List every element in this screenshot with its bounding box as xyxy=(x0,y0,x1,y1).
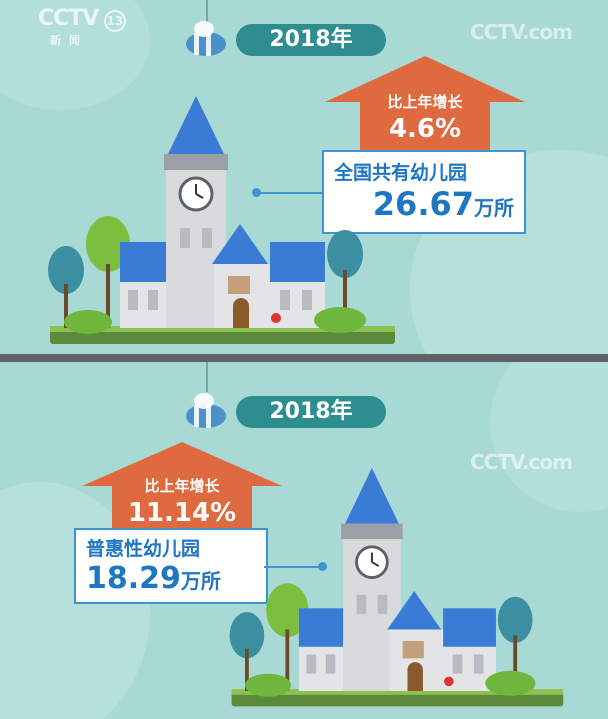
cctv-logo: CCTV 13 新闻 xyxy=(38,6,128,48)
cctv-logo-subtitle: 新闻 xyxy=(50,33,88,47)
growth-value: 11.14% xyxy=(127,498,237,528)
growth-arrow: 比上年增长 11.14% xyxy=(82,442,282,534)
kindergarten-description: 全国共有幼儿园 xyxy=(334,162,468,184)
bee-icon xyxy=(186,393,226,428)
panel-divider xyxy=(0,354,608,362)
inclusive-kindergarten-count-box: 普惠性幼儿园 18.29万所 xyxy=(74,528,268,604)
bee-icon xyxy=(186,21,226,56)
infographic-panel-kindergartens: CCTV 13 新闻 CCTV.com 2018年 比上年增长 4.6% 全国共… xyxy=(0,0,608,354)
hanging-string xyxy=(206,362,208,392)
connector-line xyxy=(264,566,322,568)
cctv-watermark: CCTV.com xyxy=(470,20,573,44)
connector-dot xyxy=(318,562,327,571)
growth-value: 4.6% xyxy=(388,114,462,144)
inclusive-kindergarten-unit: 万所 xyxy=(180,569,221,593)
kindergarten-unit: 万所 xyxy=(474,196,514,220)
growth-arrow: 比上年增长 4.6% xyxy=(325,56,525,150)
cctv-watermark: CCTV.com xyxy=(470,450,573,474)
growth-label: 比上年增长 xyxy=(144,477,220,495)
cctv-logo-text: CCTV xyxy=(38,6,99,31)
kindergarten-count: 26.67 xyxy=(372,185,474,223)
year-pill: 2018年 xyxy=(236,24,386,56)
hanging-string xyxy=(206,0,208,22)
infographic-panel-inclusive-kindergartens: CCTV.com 2018年 比上年增长 11.14% 普惠性幼儿园 18.29… xyxy=(0,362,608,719)
kindergarten-building-illustration xyxy=(229,467,564,707)
kindergarten-count-box: 全国共有幼儿园 26.67万所 xyxy=(322,150,526,234)
inclusive-kindergarten-description: 普惠性幼儿园 xyxy=(86,538,201,560)
connector-dot xyxy=(252,188,261,197)
connector-line xyxy=(258,192,322,194)
kindergarten-building-illustration xyxy=(48,96,395,344)
year-pill: 2018年 xyxy=(236,396,386,428)
cctv-channel-number: 13 xyxy=(103,9,126,32)
inclusive-kindergarten-count: 18.29 xyxy=(86,561,181,596)
growth-label: 比上年增长 xyxy=(387,93,463,111)
